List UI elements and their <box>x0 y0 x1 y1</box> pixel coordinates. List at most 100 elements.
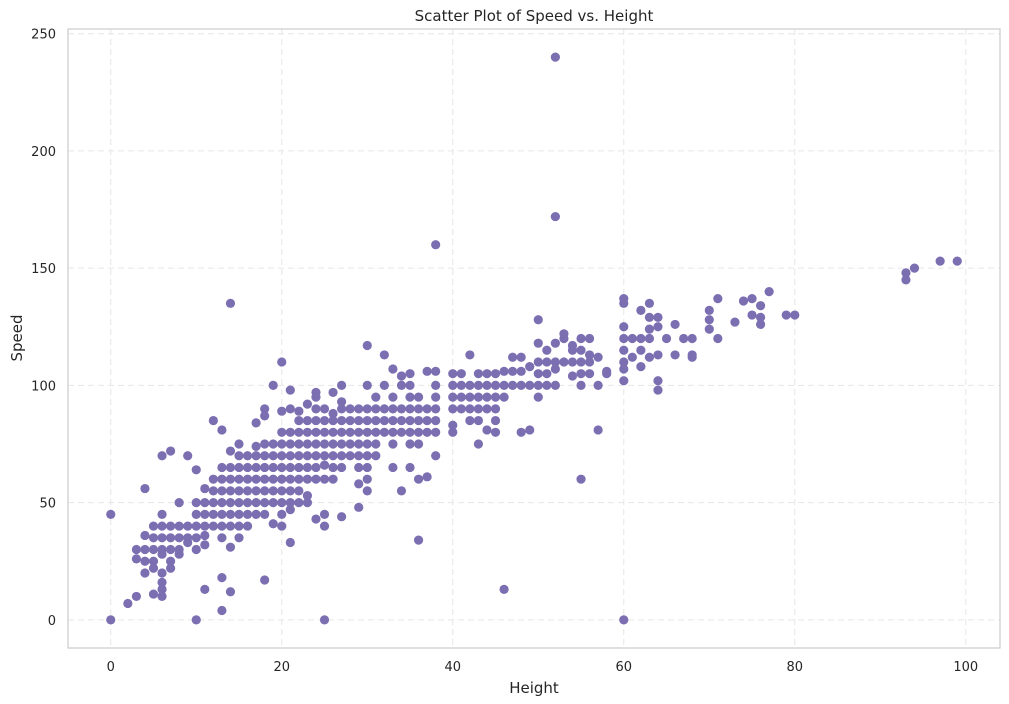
data-point <box>431 451 441 461</box>
data-point <box>157 568 167 578</box>
data-point <box>234 533 244 543</box>
data-point <box>337 397 347 407</box>
data-point <box>550 357 560 367</box>
data-point <box>268 498 278 508</box>
data-point <box>268 519 278 529</box>
data-point <box>636 305 646 315</box>
data-point <box>456 392 466 402</box>
x-tick-label: 20 <box>273 660 290 675</box>
data-point <box>379 415 389 426</box>
data-point <box>388 364 398 374</box>
data-point <box>371 392 381 402</box>
data-point <box>208 486 218 496</box>
data-point <box>285 486 295 496</box>
data-point <box>319 474 330 484</box>
data-point <box>422 366 432 376</box>
data-point <box>319 415 330 426</box>
data-point <box>533 369 543 379</box>
data-point <box>499 392 509 402</box>
data-point <box>277 439 287 449</box>
data-point <box>371 439 381 449</box>
data-point <box>242 498 253 508</box>
data-point <box>362 427 372 437</box>
data-point <box>208 521 218 531</box>
data-point <box>371 404 381 414</box>
data-point <box>482 392 492 402</box>
data-point <box>319 460 330 470</box>
y-axis-title: Speed <box>8 314 26 361</box>
data-point <box>225 446 236 456</box>
data-point <box>448 427 458 437</box>
data-point <box>413 392 424 402</box>
data-point <box>619 333 629 344</box>
data-point <box>234 451 244 461</box>
data-point <box>148 589 159 599</box>
data-point <box>225 542 236 552</box>
data-point <box>576 474 586 484</box>
data-point <box>354 439 364 449</box>
data-point <box>550 338 560 348</box>
data-point <box>935 256 945 266</box>
data-point <box>277 427 287 437</box>
data-point <box>345 415 355 426</box>
data-point <box>362 380 372 390</box>
data-point <box>636 333 646 344</box>
data-point <box>362 462 372 473</box>
data-point <box>311 427 321 437</box>
data-point <box>294 498 304 508</box>
data-point <box>319 427 330 437</box>
data-point <box>456 380 466 390</box>
data-point <box>311 451 321 461</box>
data-point <box>413 439 424 449</box>
data-point <box>422 415 432 426</box>
data-point <box>619 615 629 625</box>
data-point <box>225 462 236 473</box>
data-point <box>260 462 270 473</box>
data-point <box>148 563 159 573</box>
data-point <box>328 415 338 426</box>
data-point <box>319 509 330 519</box>
data-point <box>490 427 501 437</box>
data-point <box>285 427 295 437</box>
data-point <box>277 486 287 496</box>
data-point <box>653 376 663 386</box>
data-point <box>533 338 543 348</box>
data-point <box>584 369 595 379</box>
data-point <box>311 404 321 414</box>
data-point <box>294 427 304 437</box>
data-point <box>790 310 800 320</box>
data-point <box>362 451 372 461</box>
data-point <box>405 427 415 437</box>
data-point <box>431 392 441 402</box>
data-point <box>277 406 287 416</box>
data-point <box>302 490 313 501</box>
data-point <box>362 439 372 449</box>
data-point <box>482 404 492 414</box>
data-point <box>217 573 227 583</box>
data-point <box>302 498 313 508</box>
data-point <box>405 439 415 449</box>
data-point <box>687 333 697 344</box>
data-point <box>251 498 261 508</box>
data-point <box>602 366 612 376</box>
data-point <box>242 521 253 531</box>
data-point <box>482 425 492 435</box>
data-point <box>362 404 372 414</box>
data-point <box>473 439 484 449</box>
data-point <box>200 521 210 531</box>
data-point <box>465 404 475 414</box>
data-point <box>567 371 578 381</box>
data-point <box>157 533 167 543</box>
data-point <box>465 380 475 390</box>
data-point <box>901 275 911 285</box>
data-point <box>396 404 407 414</box>
data-point <box>311 415 321 426</box>
data-point <box>328 439 338 449</box>
data-point <box>191 498 201 508</box>
data-point <box>217 605 227 616</box>
data-point <box>319 451 330 461</box>
data-point <box>354 462 364 473</box>
data-point <box>584 333 595 344</box>
x-tick-label: 40 <box>444 660 461 675</box>
